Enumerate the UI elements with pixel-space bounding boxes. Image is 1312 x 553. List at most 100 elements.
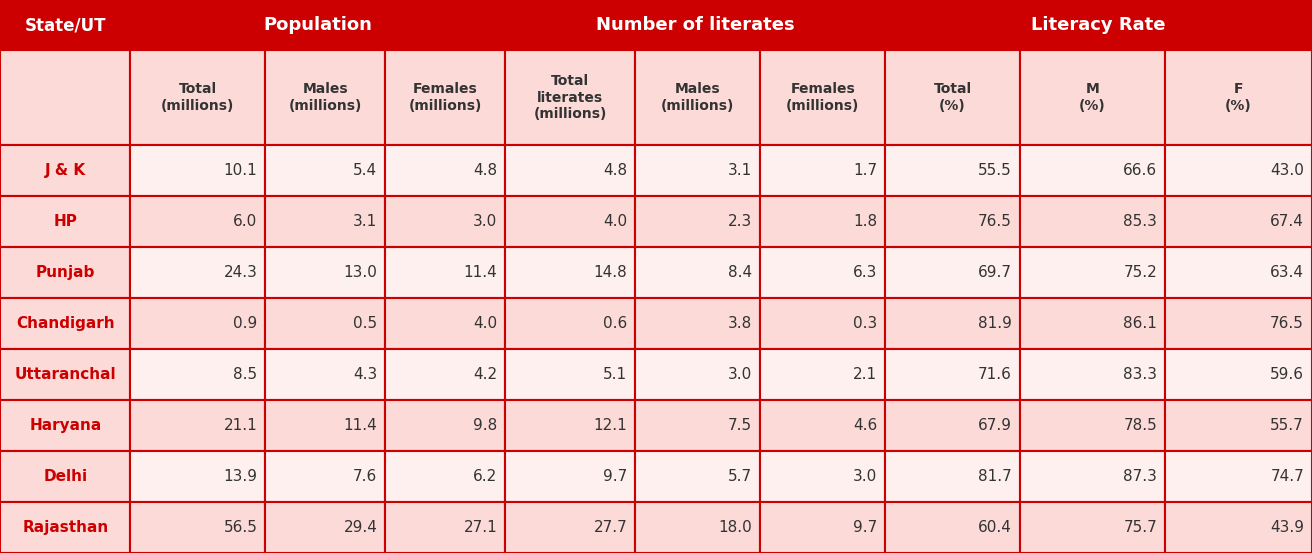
Text: 9.7: 9.7 xyxy=(604,469,627,484)
Text: 0.6: 0.6 xyxy=(604,316,627,331)
Text: F
(%): F (%) xyxy=(1225,82,1252,113)
Text: Literacy Rate: Literacy Rate xyxy=(1031,16,1166,34)
Bar xyxy=(1165,298,1312,349)
Text: Uttaranchal: Uttaranchal xyxy=(14,367,117,382)
Bar xyxy=(386,145,505,196)
Bar xyxy=(1165,196,1312,247)
Text: 86.1: 86.1 xyxy=(1123,316,1157,331)
Bar xyxy=(386,196,505,247)
Text: 78.5: 78.5 xyxy=(1123,418,1157,433)
Bar xyxy=(265,502,386,553)
Bar xyxy=(760,502,886,553)
Bar xyxy=(0,0,130,50)
Bar xyxy=(760,400,886,451)
Bar xyxy=(130,349,265,400)
Text: Haryana: Haryana xyxy=(29,418,101,433)
Text: 7.6: 7.6 xyxy=(353,469,378,484)
Bar xyxy=(0,349,130,400)
Text: 75.2: 75.2 xyxy=(1123,265,1157,280)
Text: 3.0: 3.0 xyxy=(853,469,878,484)
Bar xyxy=(760,247,886,298)
Text: Females
(millions): Females (millions) xyxy=(408,82,482,113)
Bar xyxy=(1021,451,1165,502)
Text: 4.0: 4.0 xyxy=(604,214,627,229)
Bar xyxy=(760,451,886,502)
Bar xyxy=(1165,400,1312,451)
Text: 12.1: 12.1 xyxy=(593,418,627,433)
Bar xyxy=(635,349,760,400)
Bar xyxy=(635,145,760,196)
Bar xyxy=(0,50,130,145)
Bar xyxy=(886,50,1021,145)
Text: Total
(%): Total (%) xyxy=(934,82,972,113)
Text: 5.7: 5.7 xyxy=(728,469,752,484)
Bar xyxy=(1165,145,1312,196)
Text: 56.5: 56.5 xyxy=(223,520,257,535)
Text: 0.3: 0.3 xyxy=(853,316,878,331)
Bar xyxy=(886,451,1021,502)
Text: 87.3: 87.3 xyxy=(1123,469,1157,484)
Bar xyxy=(505,0,886,50)
Text: 43.9: 43.9 xyxy=(1270,520,1304,535)
Bar xyxy=(760,145,886,196)
Bar xyxy=(386,50,505,145)
Bar xyxy=(265,50,386,145)
Bar xyxy=(0,196,130,247)
Text: State/UT: State/UT xyxy=(25,16,106,34)
Text: 67.4: 67.4 xyxy=(1270,214,1304,229)
Text: 66.6: 66.6 xyxy=(1123,163,1157,178)
Text: 3.0: 3.0 xyxy=(474,214,497,229)
Text: 3.1: 3.1 xyxy=(728,163,752,178)
Bar xyxy=(386,400,505,451)
Text: 81.9: 81.9 xyxy=(979,316,1012,331)
Text: Females
(millions): Females (millions) xyxy=(786,82,859,113)
Bar xyxy=(505,349,635,400)
Bar xyxy=(130,0,505,50)
Bar xyxy=(386,502,505,553)
Text: Rajasthan: Rajasthan xyxy=(22,520,109,535)
Text: 76.5: 76.5 xyxy=(1270,316,1304,331)
Bar xyxy=(265,196,386,247)
Text: 4.2: 4.2 xyxy=(474,367,497,382)
Bar xyxy=(1021,247,1165,298)
Text: 9.8: 9.8 xyxy=(474,418,497,433)
Bar xyxy=(0,451,130,502)
Bar xyxy=(505,247,635,298)
Bar xyxy=(265,451,386,502)
Text: 2.3: 2.3 xyxy=(728,214,752,229)
Text: 3.1: 3.1 xyxy=(353,214,378,229)
Bar xyxy=(886,196,1021,247)
Text: 69.7: 69.7 xyxy=(979,265,1012,280)
Text: 11.4: 11.4 xyxy=(344,418,378,433)
Text: 85.3: 85.3 xyxy=(1123,214,1157,229)
Bar xyxy=(265,145,386,196)
Bar xyxy=(886,400,1021,451)
Bar xyxy=(265,400,386,451)
Text: 29.4: 29.4 xyxy=(344,520,378,535)
Bar xyxy=(0,400,130,451)
Text: Males
(millions): Males (millions) xyxy=(289,82,362,113)
Text: Total
literates
(millions): Total literates (millions) xyxy=(534,74,607,121)
Bar xyxy=(886,298,1021,349)
Bar xyxy=(130,502,265,553)
Bar xyxy=(505,502,635,553)
Text: 4.0: 4.0 xyxy=(474,316,497,331)
Text: 4.3: 4.3 xyxy=(353,367,378,382)
Text: 4.8: 4.8 xyxy=(604,163,627,178)
Bar xyxy=(130,298,265,349)
Bar xyxy=(760,50,886,145)
Bar xyxy=(265,298,386,349)
Text: 14.8: 14.8 xyxy=(593,265,627,280)
Text: Chandigarh: Chandigarh xyxy=(16,316,114,331)
Bar xyxy=(886,0,1312,50)
Text: 27.7: 27.7 xyxy=(593,520,627,535)
Text: Delhi: Delhi xyxy=(43,469,88,484)
Bar xyxy=(886,247,1021,298)
Text: 8.5: 8.5 xyxy=(234,367,257,382)
Text: 5.4: 5.4 xyxy=(353,163,378,178)
Text: J & K: J & K xyxy=(45,163,87,178)
Bar xyxy=(1165,349,1312,400)
Bar xyxy=(265,349,386,400)
Text: 43.0: 43.0 xyxy=(1270,163,1304,178)
Text: Total
(millions): Total (millions) xyxy=(161,82,235,113)
